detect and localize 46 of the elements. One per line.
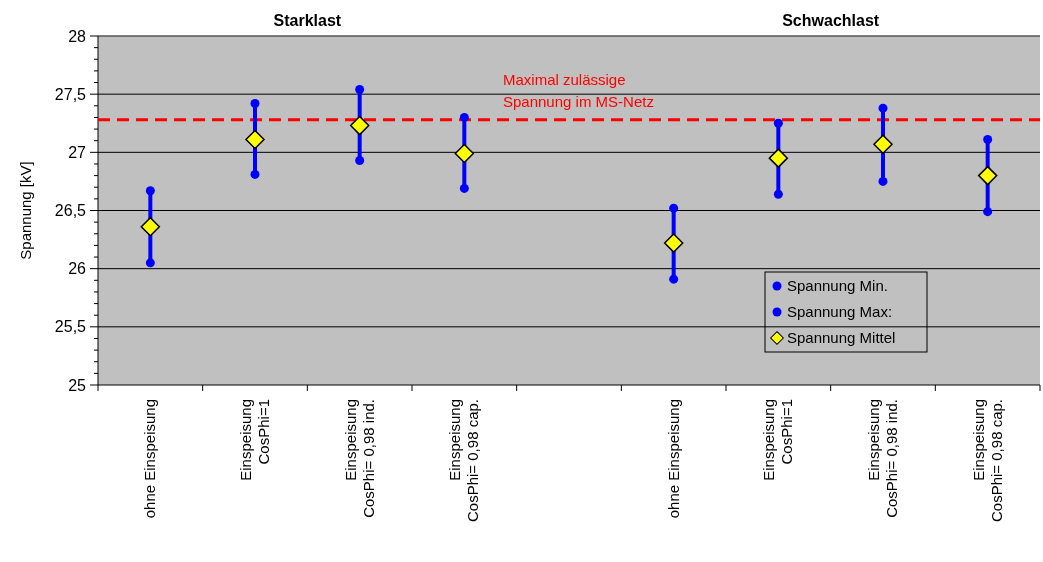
point (663, 233, 684, 253)
x-tick-label: Einspeisung CosPhi=1 (237, 399, 272, 481)
point (250, 169, 260, 179)
legend-label: Spannung Min. (787, 277, 888, 295)
x-tick-label: Einspeisung CosPhi= 0,98 cap. (446, 399, 482, 522)
ref-line-label: Maximal zulässige Spannung im MS-Netz (503, 70, 654, 110)
x-tick-label: ohne Einspeisung (664, 399, 682, 519)
x-tick-label: Einspeisung CosPhi= 0,98 ind. (341, 399, 377, 518)
legend-label: Spannung Mittel (787, 329, 896, 347)
point (669, 274, 679, 284)
y-tick-label: 27,5 (54, 85, 87, 103)
text: Schwachlast (782, 12, 880, 29)
y-axis-title: Spannung [kV] (17, 161, 34, 260)
point (873, 134, 893, 154)
x-tick-label: Einspeisung CosPhi= 0,98 cap. (969, 399, 1005, 522)
point (878, 176, 888, 186)
point (140, 217, 161, 237)
point (983, 135, 993, 145)
point (454, 143, 475, 164)
point (145, 258, 155, 268)
point (768, 148, 789, 168)
point (459, 183, 469, 193)
x-tick-label: Einspeisung CosPhi= 0,98 ind. (865, 399, 900, 518)
y-tick-label: 27 (68, 143, 87, 161)
point (250, 98, 260, 108)
text: Starklast (273, 12, 342, 29)
point (773, 118, 783, 128)
point (145, 186, 155, 196)
y-tick-label: 26,5 (54, 202, 87, 220)
point (669, 203, 679, 213)
y-tick-label: 25,5 (54, 318, 87, 336)
point (349, 115, 370, 136)
x-tick-label: Einspeisung CosPhi=1 (760, 399, 796, 481)
legend-label: Spannung Max: (787, 303, 893, 321)
point (355, 85, 365, 94)
y-tick-label: 28 (68, 27, 87, 45)
y-tick-label: 25 (68, 376, 87, 394)
point (977, 165, 998, 186)
point (245, 129, 265, 150)
point (773, 189, 783, 199)
point (878, 103, 888, 113)
point (355, 155, 365, 165)
point (459, 112, 469, 122)
point (983, 207, 993, 217)
x-tick-label: ohne Einspeisung (141, 399, 159, 519)
y-tick-label: 26 (68, 260, 87, 278)
